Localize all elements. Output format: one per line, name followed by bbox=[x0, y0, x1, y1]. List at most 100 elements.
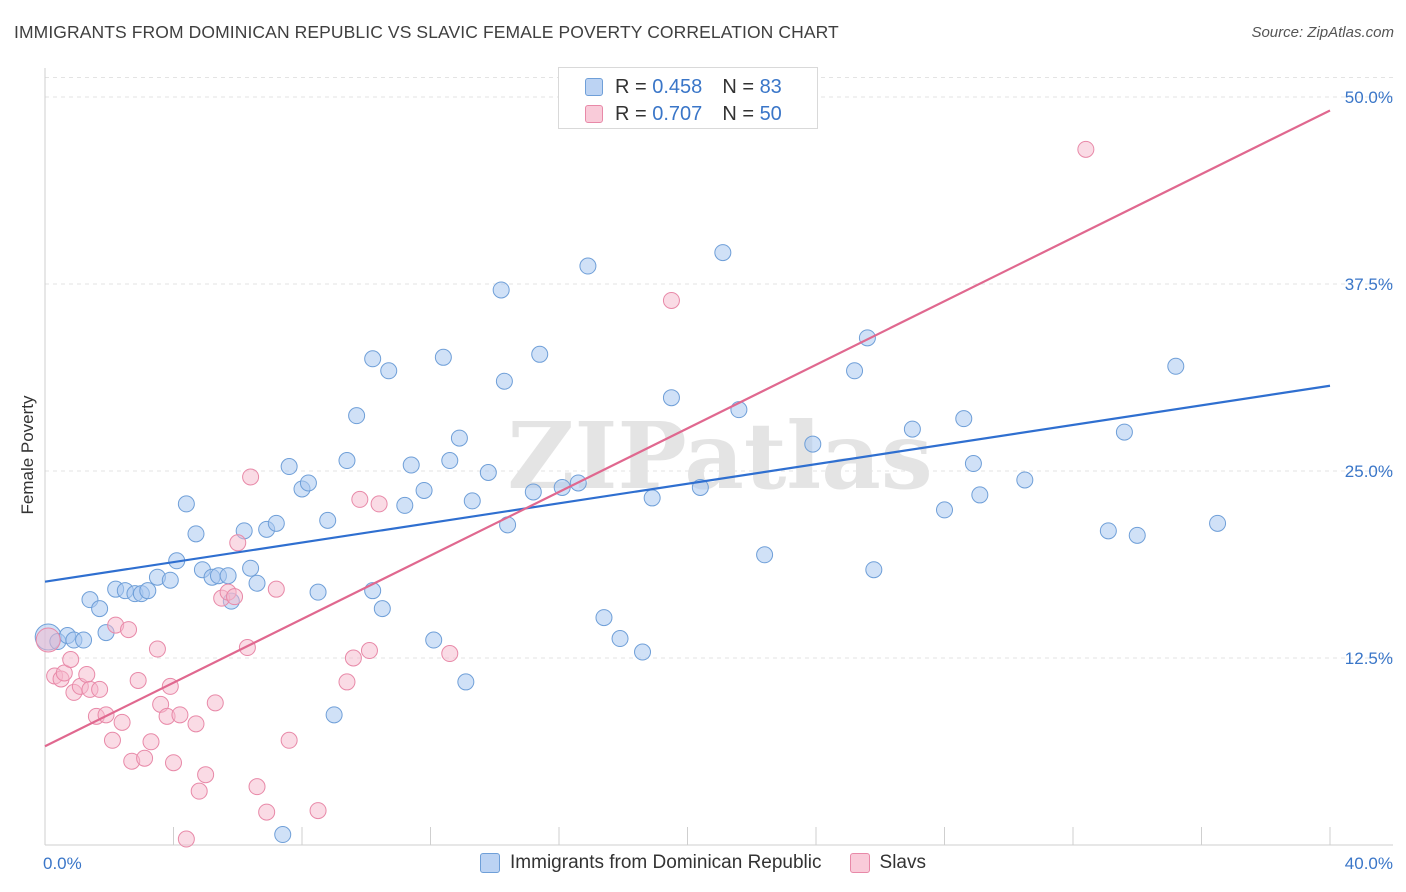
dominican-point bbox=[338, 452, 356, 470]
dominican-point bbox=[964, 455, 982, 473]
slavs-point bbox=[258, 803, 276, 821]
slavs-point bbox=[197, 766, 215, 784]
dominican-point bbox=[611, 630, 629, 648]
bottom-legend-label: Slavs bbox=[879, 852, 926, 873]
dominican-point bbox=[425, 631, 443, 649]
slavs-trend-line bbox=[44, 109, 1331, 748]
slavs-point bbox=[226, 588, 244, 606]
dominican-point bbox=[91, 600, 109, 618]
slavs-point bbox=[148, 640, 166, 658]
trend-lines bbox=[44, 109, 1331, 748]
dominican-point bbox=[319, 511, 337, 529]
legend-n-value: 83 bbox=[759, 75, 782, 98]
dominican-point bbox=[1016, 471, 1034, 489]
dominican-point bbox=[325, 706, 343, 724]
legend-r-value: 0.707 bbox=[652, 102, 703, 125]
bottom-legend: Immigrants from Dominican Republic Slavs bbox=[0, 852, 1406, 874]
slavs-point bbox=[35, 627, 61, 653]
dominican-point bbox=[441, 452, 459, 470]
legend-r-value: 0.458 bbox=[652, 75, 703, 98]
bottom-legend-swatch-blue bbox=[480, 853, 501, 873]
dominican-point bbox=[274, 826, 292, 844]
dominican-point bbox=[1099, 522, 1117, 540]
slavs-point bbox=[136, 749, 154, 767]
dominican-point bbox=[903, 420, 921, 438]
dominican-point bbox=[495, 372, 513, 390]
legend-row-slavs: R = 0.707 N = 50 bbox=[585, 101, 782, 127]
slavs-point bbox=[238, 639, 256, 657]
series-slavs-points bbox=[35, 140, 1095, 848]
legend-r-label: R = bbox=[615, 102, 647, 125]
slavs-point bbox=[190, 782, 208, 800]
slavs-point bbox=[142, 733, 160, 751]
dominican-point bbox=[396, 496, 414, 514]
dominican-point bbox=[457, 673, 475, 691]
dominican-point bbox=[415, 481, 433, 499]
legend-row-dominican: R = 0.458 N = 83 bbox=[585, 74, 782, 100]
bottom-legend-label: Immigrants from Dominican Republic bbox=[510, 852, 822, 873]
bottom-legend-slavs: Slavs bbox=[849, 852, 926, 874]
dominican-point bbox=[161, 571, 179, 589]
legend-n-value: 50 bbox=[759, 102, 782, 125]
slavs-point bbox=[187, 715, 205, 733]
bottom-legend-swatch-pink bbox=[849, 853, 870, 873]
legend: R = 0.458 N = 83 R = 0.707 N = 50 bbox=[558, 67, 818, 129]
y-tick-label: 37.5% bbox=[1345, 275, 1393, 294]
slavs-point bbox=[370, 495, 388, 513]
tick-labels: 12.5% 25.0% 37.5% 50.0% 0.0% 40.0% bbox=[43, 88, 1393, 873]
dominican-point bbox=[219, 567, 237, 585]
dominican-point bbox=[756, 546, 774, 564]
slavs-point bbox=[248, 778, 266, 796]
slavs-point bbox=[441, 645, 459, 663]
slavs-point bbox=[309, 802, 327, 820]
legend-swatch-pink bbox=[585, 105, 603, 123]
y-tick-label: 12.5% bbox=[1345, 649, 1393, 668]
dominican-point bbox=[450, 429, 468, 447]
slavs-point bbox=[1077, 140, 1095, 158]
source-note: Source: ZipAtlas.com bbox=[1251, 24, 1394, 41]
dominican-point bbox=[463, 492, 481, 510]
dominican-point bbox=[579, 257, 597, 275]
slavs-point bbox=[206, 694, 224, 712]
slavs-point bbox=[113, 713, 131, 731]
dominican-point bbox=[524, 483, 542, 501]
slavs-point bbox=[171, 706, 189, 724]
dominican-point bbox=[267, 514, 285, 532]
dominican-point bbox=[865, 561, 883, 579]
dominican-point bbox=[1209, 514, 1227, 532]
legend-swatch-blue bbox=[585, 78, 603, 96]
dominican-point bbox=[248, 574, 266, 592]
dominican-point bbox=[309, 583, 327, 601]
slavs-point bbox=[267, 580, 285, 598]
legend-n-label: N = bbox=[722, 102, 754, 125]
dominican-point bbox=[955, 410, 973, 428]
watermark: ZIPatlas bbox=[507, 402, 932, 510]
legend-r-label: R = bbox=[615, 75, 647, 98]
slavs-point bbox=[280, 731, 298, 749]
dominican-point bbox=[595, 609, 613, 627]
dominican-point bbox=[187, 525, 205, 543]
dominican-point bbox=[242, 559, 260, 577]
bottom-legend-dominican: Immigrants from Dominican Republic bbox=[480, 852, 822, 874]
y-tick-label: 50.0% bbox=[1345, 88, 1393, 107]
dominican-point bbox=[643, 489, 661, 507]
slavs-point bbox=[129, 671, 147, 689]
dominican-point bbox=[936, 501, 953, 519]
slavs-point bbox=[91, 680, 109, 698]
axes bbox=[44, 68, 1393, 846]
slavs-point bbox=[177, 830, 195, 848]
chart-title: IMMIGRANTS FROM DOMINICAN REPUBLIC VS SL… bbox=[14, 22, 839, 42]
slavs-point bbox=[338, 673, 356, 691]
slavs-point bbox=[662, 291, 680, 309]
legend-n-label: N = bbox=[722, 75, 754, 98]
y-axis-label: Female Poverty bbox=[18, 395, 37, 515]
dominican-trend-line bbox=[44, 384, 1331, 583]
dominican-point bbox=[634, 643, 652, 661]
slavs-point bbox=[78, 665, 96, 683]
slavs-point bbox=[229, 534, 247, 552]
series-dominican-points bbox=[34, 244, 1227, 844]
dominican-point bbox=[1128, 526, 1146, 544]
dominican-point bbox=[479, 463, 497, 481]
dominican-point bbox=[364, 350, 382, 368]
slavs-point bbox=[165, 754, 182, 772]
